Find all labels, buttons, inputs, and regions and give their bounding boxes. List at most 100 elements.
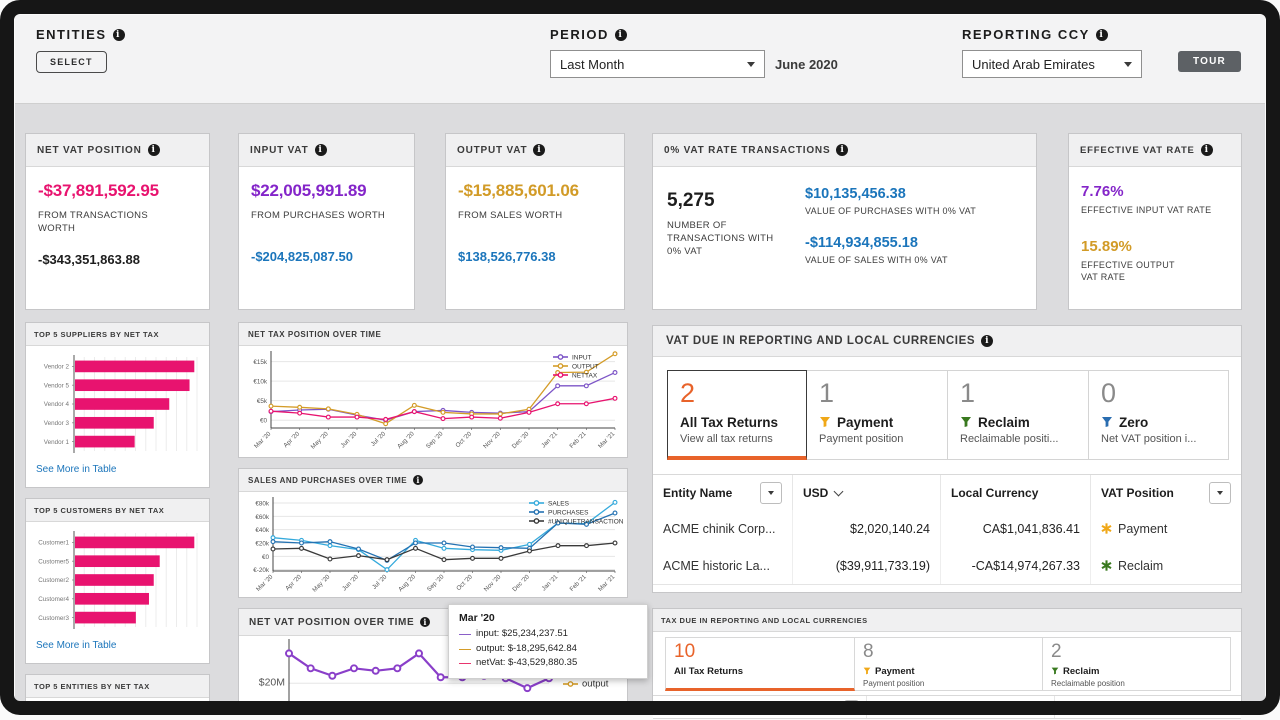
filter-button[interactable] — [760, 482, 782, 504]
svg-text:Dec '20: Dec '20 — [511, 430, 531, 450]
top5-customers-chart: Customer1 Customer5 Customer2 Customer4 Cust… — [32, 527, 203, 633]
top5-suppliers-chart: Vendor 2 Vendor 5 Vendor 4 Vendor 3 Vendor 1 — [32, 351, 203, 457]
svg-text:Nov '20: Nov '20 — [483, 573, 503, 593]
svg-text:Mar '20: Mar '20 — [253, 430, 273, 450]
svg-text:Apr '20: Apr '20 — [282, 430, 301, 449]
svg-text:Customer5: Customer5 — [38, 558, 69, 565]
svg-text:Customer3: Customer3 — [38, 615, 69, 622]
info-icon[interactable] — [420, 617, 431, 627]
zero-vat-sales-value: -$114,934,855.18 — [805, 235, 918, 252]
svg-text:Jan '21: Jan '21 — [540, 430, 559, 449]
tab-all-tax-returns-small[interactable]: 10 All Tax Returns — [665, 637, 855, 691]
column-header-entity-name-small[interactable]: Entity Name — [653, 696, 867, 718]
table-row[interactable]: ACME historic La... ($39,911,733.19) -CA… — [653, 547, 1241, 585]
input-vat-label: FROM PURCHASES WORTH — [251, 210, 386, 221]
input-vat-subvalue: -$204,825,087.50 — [251, 248, 353, 264]
series-dash-icon — [459, 648, 471, 650]
svg-text:Aug '20: Aug '20 — [397, 573, 417, 593]
zero-vat-purchases-value: $10,135,456.38 — [805, 186, 906, 202]
funnel-icon — [1101, 416, 1113, 428]
svg-text:€60k: €60k — [255, 514, 270, 521]
tab-reclaim[interactable]: 1 Reclaim Reclaimable positi... — [948, 370, 1089, 460]
sales-purchases-panel: SALES AND PURCHASES OVER TIME €80k€60k€4… — [238, 468, 628, 598]
tab-payment[interactable]: 1 Payment Payment position — [807, 370, 948, 460]
info-icon[interactable] — [981, 335, 994, 347]
output-vat-subvalue: $138,526,776.38 — [458, 248, 556, 264]
select-entities-button[interactable]: SELECT — [36, 51, 107, 73]
chevron-down-icon — [1124, 61, 1132, 67]
kpi-net-vat-position: NET VAT POSITION -$37,891,592.95 FROM TR… — [25, 133, 210, 310]
svg-text:Customer2: Customer2 — [38, 577, 69, 584]
funnel-icon — [863, 667, 871, 675]
customers-see-more-link[interactable]: See More in Table — [36, 640, 117, 651]
svg-text:Jun '20: Jun '20 — [341, 573, 360, 592]
svg-text:netVat: netVat — [582, 702, 609, 713]
svg-text:€5k: €5k — [257, 398, 268, 405]
kpi-output-vat: OUTPUT VAT -$15,885,601.06 FROM SALES WO… — [445, 133, 625, 310]
info-icon[interactable] — [1200, 144, 1213, 156]
svg-text:SALES: SALES — [548, 501, 570, 508]
column-header-vat-position[interactable]: VAT Position — [1091, 475, 1241, 511]
output-vat-value: -$15,885,601.06 — [458, 181, 579, 200]
svg-text:Nov '20: Nov '20 — [482, 430, 502, 450]
svg-text:Sep '20: Sep '20 — [425, 430, 445, 450]
sales-purchases-chart: €80k €60k €40k €20k €0 €-20k Mar '20 Apr '20 May… — [245, 495, 628, 595]
column-header-entity-name[interactable]: Entity Name — [653, 475, 793, 511]
svg-text:Customer4: Customer4 — [38, 596, 69, 603]
svg-text:€15k: €15k — [253, 359, 268, 366]
input-vat-value: $22,005,991.89 — [251, 181, 367, 200]
net-vat-subvalue: -$343,351,863.88 — [38, 251, 140, 267]
column-header-usd[interactable]: USD — [793, 475, 941, 511]
info-icon[interactable] — [1095, 28, 1108, 41]
info-icon[interactable] — [112, 28, 125, 41]
svg-text:€10k: €10k — [253, 379, 268, 386]
info-icon[interactable] — [614, 28, 627, 41]
svg-text:€0: €0 — [260, 418, 268, 425]
svg-text:Jul '20: Jul '20 — [371, 573, 389, 591]
info-icon[interactable] — [413, 475, 424, 485]
filter-button[interactable] — [1209, 482, 1231, 504]
svg-text:€0: €0 — [262, 554, 270, 561]
info-icon[interactable] — [836, 144, 849, 156]
kpi-zero-vat-rate: 0% VAT RATE TRANSACTIONS 5,275 NUMBER OF… — [652, 133, 1037, 310]
info-icon[interactable] — [533, 144, 546, 156]
tab-all-tax-returns[interactable]: 2 All Tax Returns View all tax returns — [667, 370, 807, 460]
svg-text:#UNIQUETRANSACTIONS: #UNIQUETRANSACTIONS — [548, 519, 623, 526]
suppliers-see-more-link[interactable]: See More in Table — [36, 464, 117, 475]
period-label: PERIOD — [550, 27, 627, 42]
tax-due-panel: TAX DUE IN REPORTING AND LOCAL CURRENCIE… — [652, 608, 1242, 719]
filter-button[interactable] — [844, 699, 859, 715]
series-dash-icon — [459, 633, 471, 635]
tour-button[interactable]: TOUR — [1178, 51, 1241, 72]
vat-due-panel: VAT DUE IN REPORTING AND LOCAL CURRENCIE… — [652, 325, 1242, 593]
info-icon[interactable] — [147, 144, 160, 156]
zero-vat-count: 5,275 — [667, 190, 715, 211]
table-row[interactable]: ACME chinik Corp... $2,020,140.24 CA$1,0… — [653, 510, 1241, 548]
sort-chevron-icon — [833, 486, 844, 496]
period-select[interactable]: Last Month — [550, 50, 765, 78]
svg-text:Jan '21: Jan '21 — [540, 573, 559, 592]
column-header-euro[interactable]: EURO — [867, 696, 1055, 718]
period-date: June 2020 — [775, 57, 838, 72]
zero-vat-sales-label: VALUE OF SALES WITH 0% VAT — [805, 255, 948, 266]
svg-text:Feb '21: Feb '21 — [568, 430, 588, 450]
tab-payment-small[interactable]: 8 Payment Payment position — [855, 637, 1043, 691]
svg-text:Vendor 3: Vendor 3 — [44, 420, 70, 427]
top5-entities-panel: TOP 5 ENTITIES BY NET TAX — [25, 674, 210, 714]
tab-zero[interactable]: 0 Zero Net VAT position i... — [1089, 370, 1229, 460]
tab-reclaim-small[interactable]: 2 Reclaim Reclaimable position — [1043, 637, 1231, 691]
svg-text:Jun '20: Jun '20 — [339, 430, 358, 449]
reporting-ccy-label: REPORTING CCY — [962, 27, 1108, 42]
effective-output-rate: 15.89% — [1081, 238, 1132, 256]
info-icon[interactable] — [314, 144, 327, 156]
effective-output-label: EFFECTIVE OUTPUT VAT RATE — [1081, 260, 1175, 283]
series-dash-icon — [459, 663, 471, 665]
svg-text:output: output — [582, 679, 609, 690]
column-header-local-currency-small: Local Currency — [1062, 702, 1124, 712]
reporting-ccy-select[interactable]: United Arab Emirates — [962, 50, 1142, 78]
svg-text:May '20: May '20 — [310, 430, 331, 451]
top5-customers-panel: TOP 5 CUSTOMERS BY NET TAX Customer1 Cust… — [25, 498, 210, 664]
funnel-icon — [1051, 667, 1059, 675]
svg-text:$20M: $20M — [259, 677, 285, 689]
